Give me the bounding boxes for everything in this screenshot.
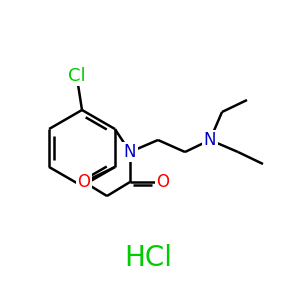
Text: O: O — [157, 173, 169, 191]
Text: O: O — [77, 173, 91, 191]
Text: N: N — [204, 131, 216, 149]
Text: HCl: HCl — [124, 244, 172, 272]
Text: Cl: Cl — [68, 67, 86, 85]
Text: N: N — [124, 143, 136, 161]
